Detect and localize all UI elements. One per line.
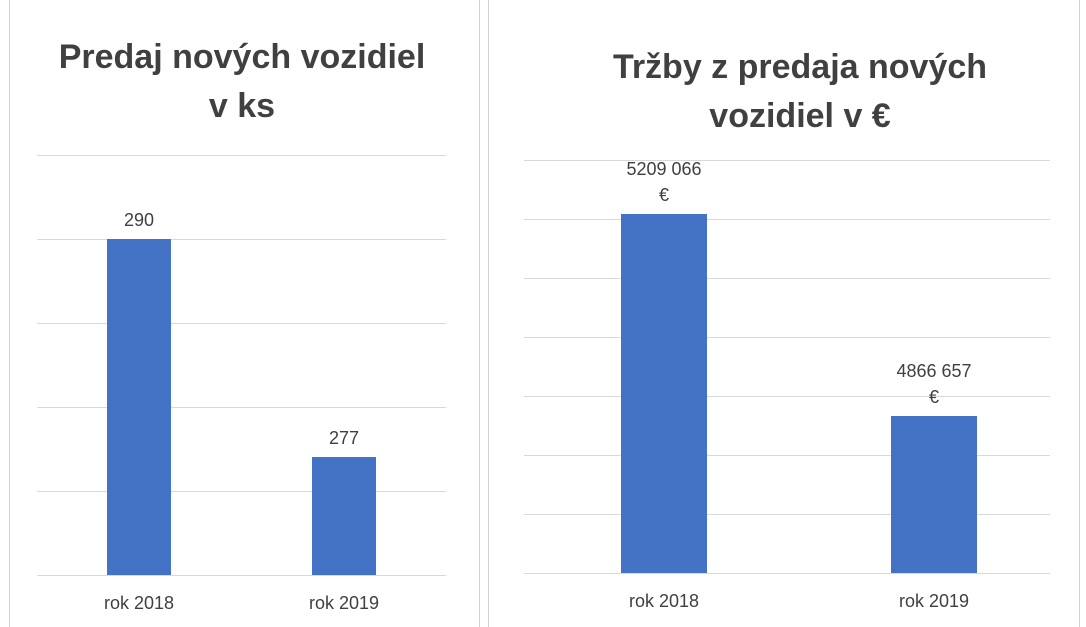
bar	[891, 415, 977, 573]
grid-line	[37, 239, 446, 240]
value-label: 4866 657 €	[896, 360, 972, 407]
grid-line	[524, 160, 1050, 161]
chart-title: Tržby z predaja nových vozidiel v €	[612, 48, 988, 135]
bar	[312, 457, 376, 575]
x-tick-label: rok 2019	[308, 593, 380, 613]
chart-panel	[488, 0, 1080, 627]
grid-line	[37, 575, 446, 576]
grid-line	[37, 323, 446, 324]
grid-line	[524, 573, 1050, 574]
x-tick-label: rok 2018	[628, 591, 700, 611]
x-tick-label: rok 2018	[103, 593, 175, 613]
value-label: 277	[328, 428, 360, 449]
grid-line	[524, 219, 1050, 220]
chart-panel	[9, 0, 480, 627]
grid-line	[37, 155, 446, 156]
grid-line	[524, 337, 1050, 338]
grid-line	[524, 396, 1050, 397]
value-label: 290	[123, 210, 155, 230]
bar	[621, 213, 707, 573]
chart-title: Predaj nových vozidiel v ks	[58, 38, 426, 125]
grid-line	[524, 514, 1050, 515]
grid-line	[37, 407, 446, 408]
grid-line	[37, 491, 446, 492]
grid-line	[524, 455, 1050, 456]
bar	[107, 239, 171, 575]
value-label: 5209 066 €	[626, 158, 702, 205]
grid-line	[524, 278, 1050, 279]
x-tick-label: rok 2019	[898, 591, 970, 611]
